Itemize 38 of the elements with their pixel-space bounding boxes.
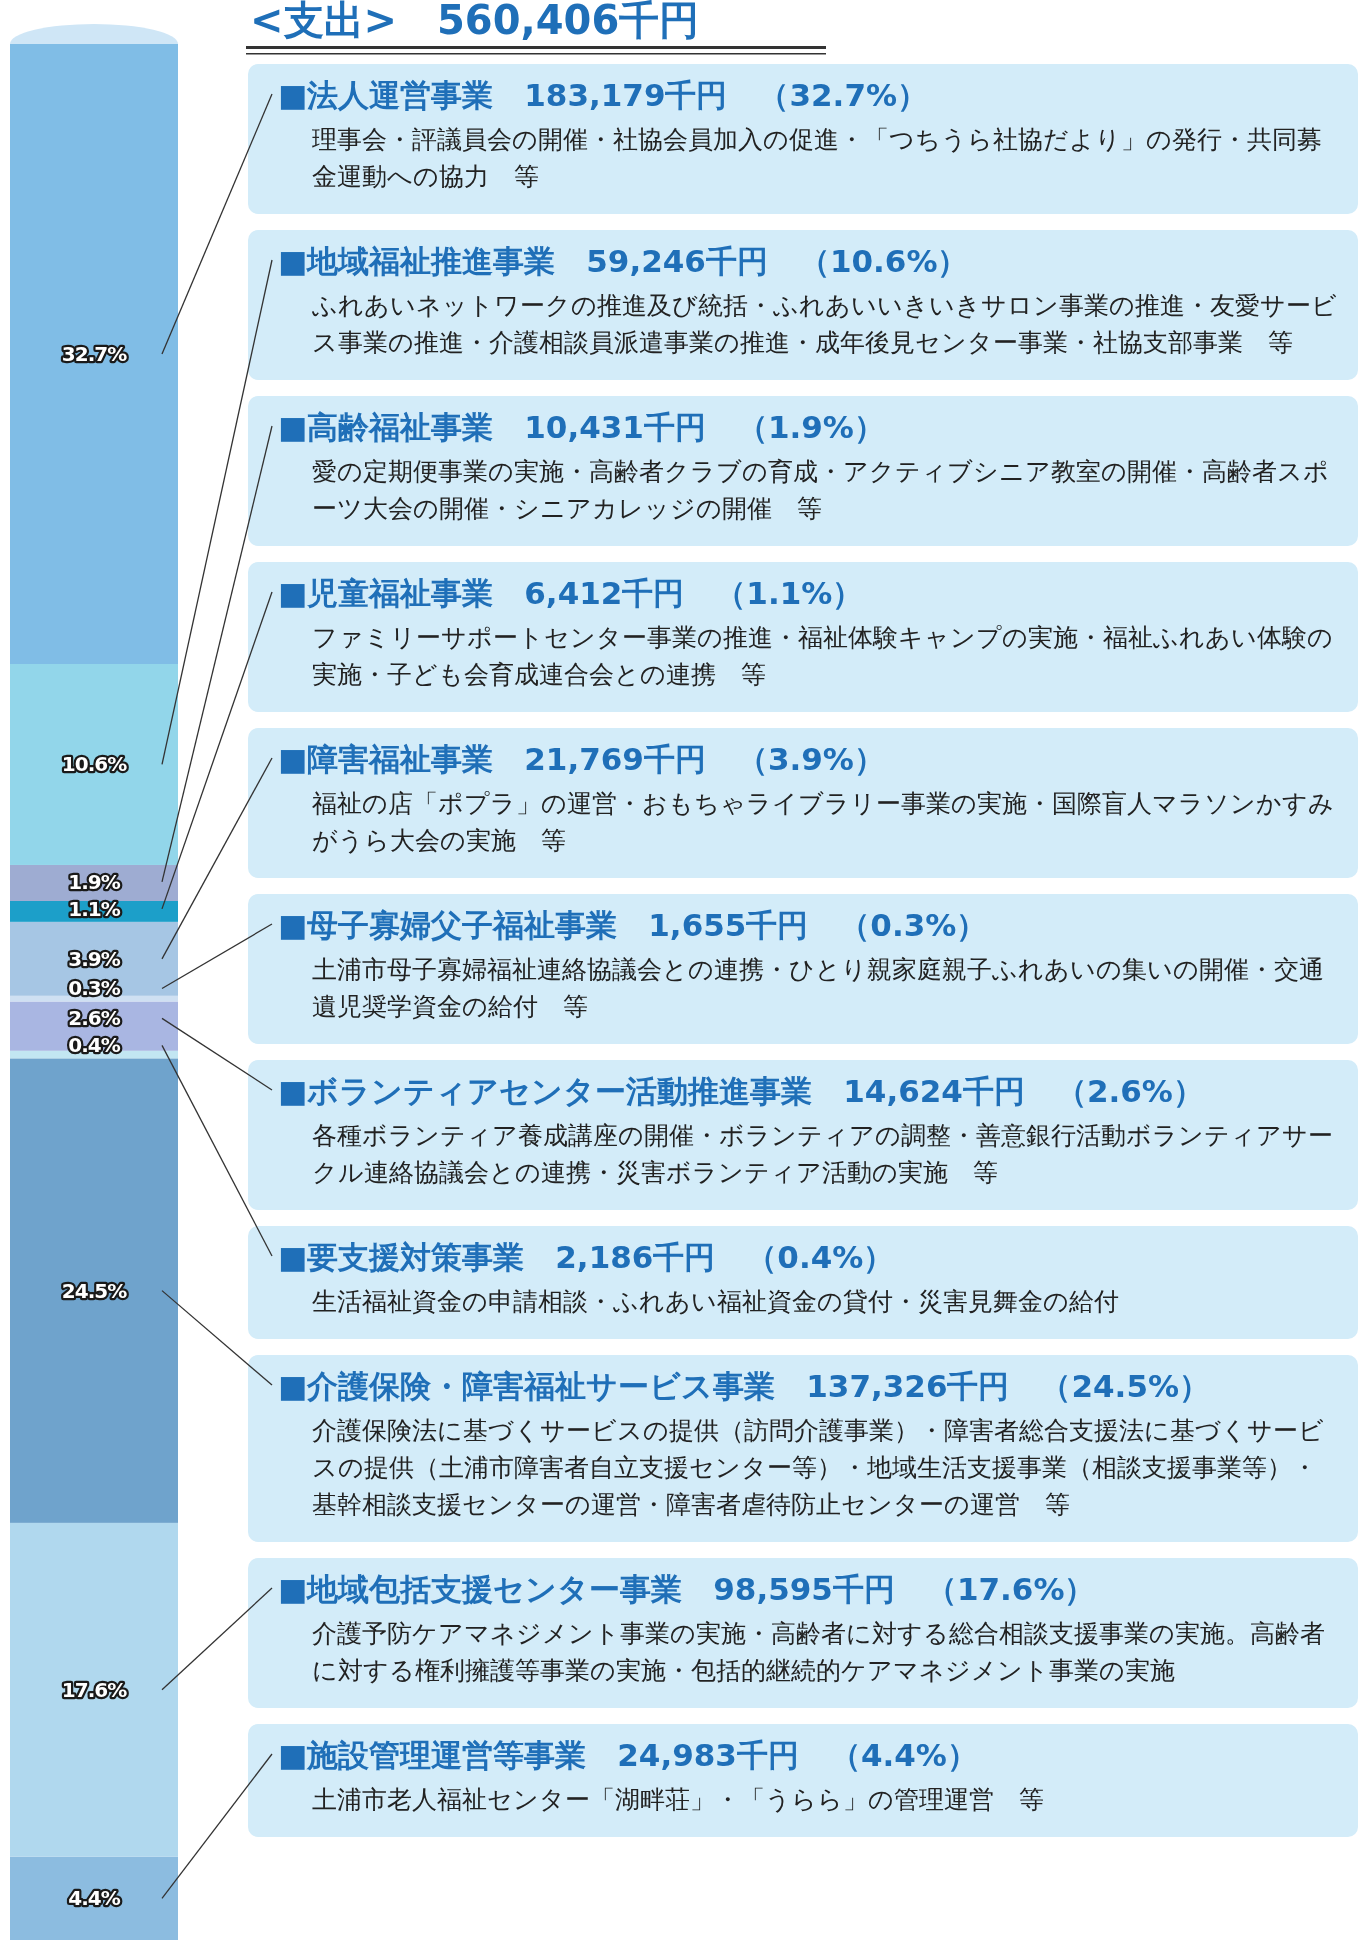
text: ■法人運営事業 183,179千円 （32.7%） xyxy=(278,77,929,113)
text: ■介護保険・障害福祉サービス事業 137,326千円 （24.5%） xyxy=(278,1368,1211,1404)
text: 土浦市母子寡婦福祉連絡協議会との連携・ひとり親家庭親子ふれあいの集いの開催・交通遺児奨学資金の給付 等 xyxy=(312,955,1324,1021)
data-label: 10.6% xyxy=(61,752,128,777)
data-label: 24.5% xyxy=(61,1278,128,1303)
bar xyxy=(10,1856,178,1940)
text: 理事会・評議員会の開催・社協会員加入の促進・「つちうら社協だより」の発行・共同募金運動への協力 等 xyxy=(312,125,1322,191)
bar xyxy=(10,1522,178,1857)
text: ■ボランティアセンター活動推進事業 14,624千円 （2.6%） xyxy=(278,1073,1204,1109)
text: 介護保険法に基づくサービスの提供（訪問介護事業）・障害者総合支援法に基づくサービスの提供（土浦市障害者自立支援センター等）・地域生活支援事業（相談支援事業等）・基幹相談支援センターの運営・障害者虐待防止センターの運営 等 xyxy=(312,1416,1324,1519)
data-label: 1.9% xyxy=(68,869,121,894)
text: ■母子寡婦父子福祉事業 1,655千円 （0.3%） xyxy=(278,907,988,943)
text: 生活福祉資金の申請相談・ふれあい福祉資金の貸付・災害見舞金の給付 xyxy=(312,1287,1119,1316)
text: ■児童福祉事業 6,412千円 （1.1%） xyxy=(278,575,864,611)
text: ファミリーサポートセンター事業の推進・福祉体験キャンプの実施・福祉ふれあい体験の実施・子ども会育成連合会との連携 等 xyxy=(312,623,1333,689)
data-label: 4.4% xyxy=(68,1886,121,1911)
text: 各種ボランティア養成講座の開催・ボランティアの調整・善意銀行活動ボランティアサークル連絡協議会との連携・災害ボランティア活動の実施 等 xyxy=(312,1121,1333,1187)
text: ■高齢福祉事業 10,431千円 （1.9%） xyxy=(278,409,885,445)
text: ■障害福祉事業 21,769千円 （3.9%） xyxy=(278,741,885,777)
text: 土浦市老人福祉センター「湖畔荘」・「うらら」の管理運営 等 xyxy=(312,1785,1044,1814)
text: 介護予防ケアマネジメント事業の実施・高齢者に対する総合相談支援事業の実施。高齢者に対する権利擁護等事業の実施・包括的継続的ケアマネジメント事業の実施 xyxy=(312,1619,1325,1685)
bar xyxy=(10,1058,178,1523)
text: 福祉の店「ポプラ」の運営・おもちゃライブラリー事業の実施・国際盲人マラソンかすみがうら大会の実施 等 xyxy=(312,789,1334,855)
text: ■地域包括支援センター事業 98,595千円 （17.6%） xyxy=(278,1571,1096,1607)
text: ■施設管理運営等事業 24,983千円 （4.4%） xyxy=(278,1737,978,1773)
data-label: 17.6% xyxy=(61,1677,128,1702)
data-label: 1.1% xyxy=(68,896,121,921)
bar xyxy=(10,663,178,865)
data-label: 0.3% xyxy=(68,976,121,1001)
data-label: 0.4% xyxy=(68,1033,121,1058)
text: ■要支援対策事業 2,186千円 （0.4%） xyxy=(278,1239,895,1275)
data-label: 32.7% xyxy=(61,342,128,366)
data-label: 2.6% xyxy=(68,1006,121,1031)
text: ■地域福祉推進事業 59,246千円 （10.6%） xyxy=(278,243,969,279)
text: 愛の定期便事業の実施・高齢者クラブの育成・アクティブシニア教室の開催・高齢者スポーツ大会の開催・シニアカレッジの開催 等 xyxy=(312,457,1329,523)
text: ふれあいネットワークの推進及び統括・ふれあいいきいきサロン事業の推進・友愛サービス事業の推進・介護相談員派遣事業の推進・成年後見センター事業・社協支部事業 等 xyxy=(311,291,1337,357)
data-label: 3.9% xyxy=(68,946,121,971)
text: <支出> 560,406千円 xyxy=(250,0,700,43)
